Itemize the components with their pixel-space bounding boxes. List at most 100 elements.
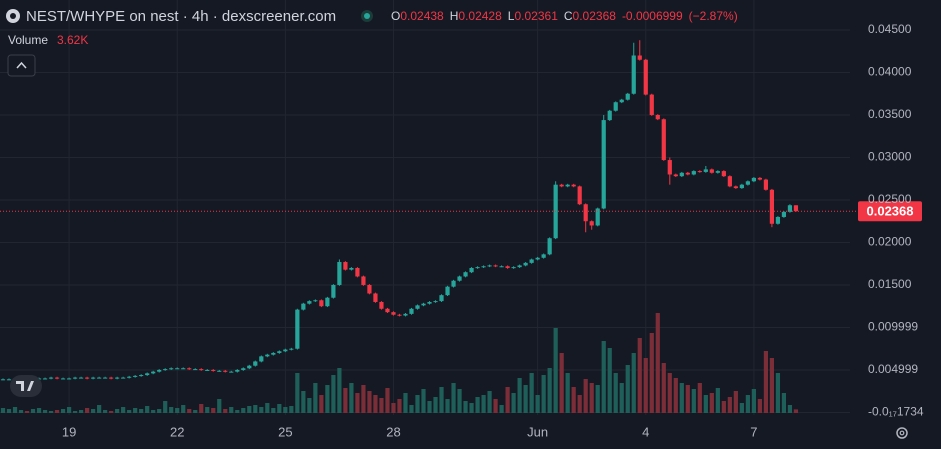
volume-bar [379, 398, 384, 413]
candle-body [559, 184, 564, 187]
volume-bar [451, 383, 456, 413]
volume-bar [487, 391, 492, 413]
volume-bar [109, 411, 114, 413]
volume-bar [241, 408, 246, 413]
settings-icon[interactable] [896, 427, 908, 439]
candle-body [139, 375, 144, 377]
volume-bar [601, 341, 606, 413]
volume-bar [625, 365, 630, 413]
ohlc-key: O [391, 9, 400, 23]
volume-bar [265, 403, 270, 413]
candle-body [643, 59, 648, 95]
candle-body [637, 55, 642, 60]
candle-body [667, 160, 672, 175]
candle-body [787, 205, 793, 212]
candle-body [433, 301, 438, 303]
candle-body [421, 303, 426, 306]
volume-bar [529, 373, 534, 413]
candle-body [301, 303, 306, 310]
candle-body [283, 349, 288, 352]
candle-body [205, 369, 210, 371]
candle-body [757, 177, 762, 180]
volume-bar [559, 353, 564, 413]
y-tick-label: 0.04500 [868, 22, 912, 36]
volume-bar [259, 407, 264, 413]
volume-bar [66, 407, 72, 413]
candle-body [469, 267, 474, 273]
candle-body [709, 169, 714, 173]
volume-bar [211, 408, 216, 413]
x-tick-label: 22 [170, 424, 184, 439]
volume-bar [739, 403, 744, 413]
volume-bar [583, 379, 588, 413]
candle-body [337, 262, 342, 285]
volume-bar [337, 368, 342, 413]
volume-bar [721, 401, 726, 413]
volume-bar [0, 408, 6, 413]
x-tick-label: Jun [527, 424, 548, 439]
candle-body [529, 259, 534, 263]
y-tick-label: 0.01500 [868, 277, 912, 291]
x-tick-label: 4 [642, 424, 649, 439]
candle-body [355, 267, 360, 277]
candle-body [373, 293, 378, 302]
candle-body [661, 119, 666, 161]
volume-bar [709, 393, 714, 413]
volume-bar [493, 399, 498, 413]
candle-body [517, 265, 522, 268]
candle-body [451, 280, 456, 287]
collapse-icon [16, 61, 27, 69]
candle-body [589, 221, 594, 226]
volume-bar [223, 409, 228, 413]
candle-body [769, 189, 775, 224]
volume-bar [121, 407, 126, 413]
volume-bar [733, 391, 738, 413]
volume-bar [18, 410, 24, 413]
volume-bar [637, 338, 642, 413]
candle-body [457, 276, 462, 281]
candle-body [72, 377, 78, 379]
candle-body [409, 308, 414, 314]
candle-body [163, 369, 168, 371]
candle-body [541, 254, 546, 258]
candle-body [499, 266, 504, 268]
candle-body [379, 301, 384, 309]
volume-bar [673, 378, 678, 413]
x-tick-label: 19 [62, 424, 76, 439]
candle-body [385, 308, 390, 313]
candle-body [601, 120, 606, 209]
candle-body [697, 171, 702, 173]
candle-layer [0, 40, 799, 381]
volume-bar [763, 351, 769, 413]
volume-bar [475, 397, 480, 413]
candle-body [625, 93, 630, 100]
candle-body [42, 378, 48, 380]
candle-body [193, 369, 198, 371]
candle-body [679, 172, 684, 177]
volume-bar [289, 406, 294, 413]
volume-bar [271, 408, 276, 413]
candle-body [253, 361, 258, 366]
ohlc-value: 0.02361 [514, 9, 558, 23]
candle-body [607, 110, 612, 121]
ohlc-key: H [450, 9, 459, 23]
volume-bar [769, 358, 775, 413]
settings-icon-center [899, 430, 905, 436]
volume-bar [307, 398, 312, 413]
candle-body [739, 184, 744, 189]
candle-body [655, 114, 660, 120]
volume-bar [541, 375, 546, 413]
candle-body [631, 55, 636, 94]
volume-bar [757, 399, 762, 413]
volume-bar [421, 389, 426, 413]
volume-bar [607, 348, 612, 413]
candle-body [187, 368, 192, 370]
volume-bar [85, 408, 90, 413]
candle-body [169, 368, 174, 370]
candle-body [247, 365, 252, 369]
candle-body [265, 354, 270, 357]
collapse-button[interactable] [7, 54, 36, 77]
volume-bar [415, 395, 420, 413]
volume-bar [253, 405, 258, 413]
